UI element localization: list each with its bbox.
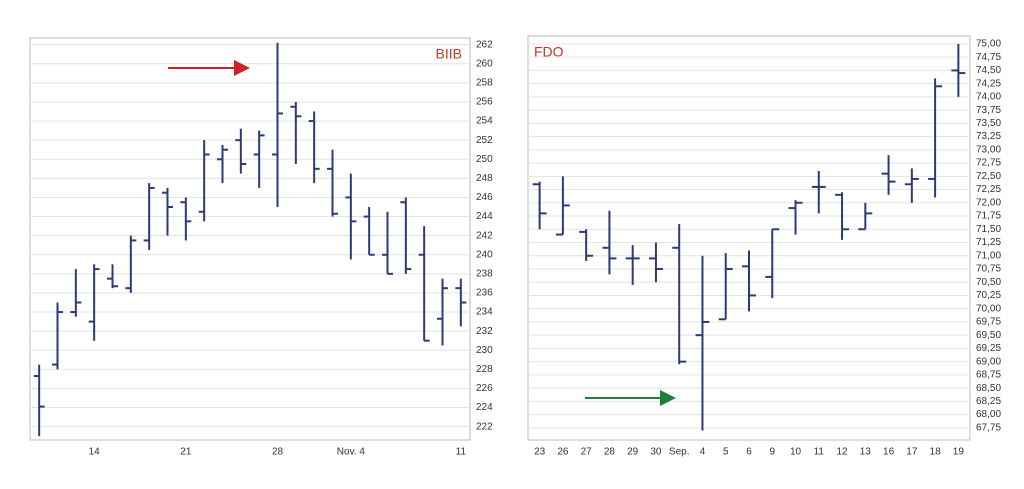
x-tick-label: 29 <box>627 447 639 458</box>
y-tick-label: 72,00 <box>976 197 1001 208</box>
plot-frame <box>29 37 471 441</box>
x-tick-label: 27 <box>581 447 593 458</box>
x-tick-label: 19 <box>953 447 965 458</box>
y-tick-label: 256 <box>476 97 493 108</box>
y-tick-label: 252 <box>476 135 493 146</box>
y-tick-label: 228 <box>476 364 493 375</box>
chart-title: BIIB <box>436 46 462 62</box>
x-tick-label: 6 <box>746 447 752 458</box>
y-tick-label: 70,25 <box>976 290 1001 301</box>
y-tick-label: 72,25 <box>976 184 1001 195</box>
y-tick-label: 67,75 <box>976 422 1001 433</box>
y-tick-label: 246 <box>476 192 493 203</box>
y-tick-label: 250 <box>476 154 493 165</box>
chart-title: FDO <box>534 44 564 60</box>
y-tick-label: 74,25 <box>976 78 1001 89</box>
y-tick-label: 70,00 <box>976 303 1001 314</box>
charts: 2222242262282302322342362382402422442462… <box>29 35 1001 458</box>
y-tick-label: 72,50 <box>976 171 1001 182</box>
x-tick-label: 17 <box>906 447 918 458</box>
y-tick-label: 71,00 <box>976 250 1001 261</box>
y-tick-label: 222 <box>476 421 493 432</box>
x-tick-label: 28 <box>604 447 616 458</box>
y-tick-label: 238 <box>476 268 493 279</box>
x-tick-label: 21 <box>180 447 192 458</box>
y-tick-label: 68,00 <box>976 409 1001 420</box>
y-tick-label: 226 <box>476 383 493 394</box>
y-tick-label: 71,50 <box>976 224 1001 235</box>
y-tick-label: 68,50 <box>976 383 1001 394</box>
y-tick-label: 260 <box>476 58 493 69</box>
x-tick-label: 16 <box>883 447 895 458</box>
y-tick-label: 73,50 <box>976 118 1001 129</box>
y-tick-label: 230 <box>476 345 493 356</box>
x-tick-label: Sep. <box>669 447 690 458</box>
y-tick-label: 240 <box>476 249 493 260</box>
x-tick-label: 13 <box>860 447 872 458</box>
x-tick-label: 14 <box>89 447 101 458</box>
y-tick-label: 69,75 <box>976 317 1001 328</box>
x-tick-label: 28 <box>272 447 284 458</box>
x-tick-label: 11 <box>456 447 467 458</box>
x-tick-label: 18 <box>930 447 942 458</box>
y-tick-label: 74,50 <box>976 65 1001 76</box>
x-tick-label: Nov. 4 <box>337 447 366 458</box>
y-tick-label: 258 <box>476 78 493 89</box>
y-tick-label: 69,25 <box>976 343 1001 354</box>
x-tick-label: 9 <box>769 447 775 458</box>
y-tick-label: 236 <box>476 288 493 299</box>
y-tick-label: 73,00 <box>976 144 1001 155</box>
y-tick-label: 70,75 <box>976 264 1001 275</box>
y-tick-label: 68,75 <box>976 370 1001 381</box>
y-tick-label: 244 <box>476 211 493 222</box>
y-tick-label: 69,00 <box>976 356 1001 367</box>
y-tick-label: 75,00 <box>976 39 1001 50</box>
y-tick-label: 72,75 <box>976 158 1001 169</box>
y-tick-label: 68,25 <box>976 396 1001 407</box>
x-tick-label: 23 <box>534 447 546 458</box>
x-tick-label: 11 <box>814 447 825 458</box>
y-tick-label: 74,75 <box>976 52 1001 63</box>
y-tick-label: 73,75 <box>976 105 1001 116</box>
x-tick-label: 12 <box>836 447 848 458</box>
y-tick-label: 232 <box>476 326 493 337</box>
y-tick-label: 254 <box>476 116 493 127</box>
y-tick-label: 70,50 <box>976 277 1001 288</box>
y-tick-label: 69,50 <box>976 330 1001 341</box>
y-tick-label: 262 <box>476 39 493 50</box>
x-tick-label: 5 <box>723 447 729 458</box>
y-tick-label: 71,25 <box>976 237 1001 248</box>
plot-frame <box>527 35 971 441</box>
y-tick-label: 73,25 <box>976 131 1001 142</box>
y-tick-label: 74,00 <box>976 92 1001 103</box>
y-tick-label: 248 <box>476 173 493 184</box>
x-tick-label: 4 <box>700 447 706 458</box>
x-tick-label: 30 <box>650 447 662 458</box>
y-tick-label: 71,75 <box>976 211 1001 222</box>
x-tick-label: 10 <box>790 447 802 458</box>
y-tick-label: 242 <box>476 230 493 241</box>
y-tick-label: 234 <box>476 307 493 318</box>
x-tick-label: 26 <box>557 447 569 458</box>
y-tick-label: 224 <box>476 402 493 413</box>
